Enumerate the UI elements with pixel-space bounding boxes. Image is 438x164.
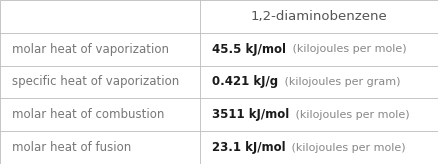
Text: 0.421 kJ/g: 0.421 kJ/g [211,75,277,89]
Text: molar heat of combustion: molar heat of combustion [12,108,164,121]
Text: 45.5 kJ/mol: 45.5 kJ/mol [211,43,285,56]
Text: 23.1 kJ/mol: 23.1 kJ/mol [211,141,285,154]
Text: specific heat of vaporization: specific heat of vaporization [12,75,179,89]
Text: (kilojoules per mole): (kilojoules per mole) [288,44,406,54]
Text: 3511 kJ/mol: 3511 kJ/mol [211,108,288,121]
Text: 1,2-diaminobenzene: 1,2-diaminobenzene [251,10,387,23]
Text: molar heat of fusion: molar heat of fusion [12,141,131,154]
Text: (kilojoules per mole): (kilojoules per mole) [291,110,409,120]
Text: (kilojoules per mole): (kilojoules per mole) [288,143,405,153]
Text: (kilojoules per gram): (kilojoules per gram) [280,77,399,87]
Text: molar heat of vaporization: molar heat of vaporization [12,43,169,56]
